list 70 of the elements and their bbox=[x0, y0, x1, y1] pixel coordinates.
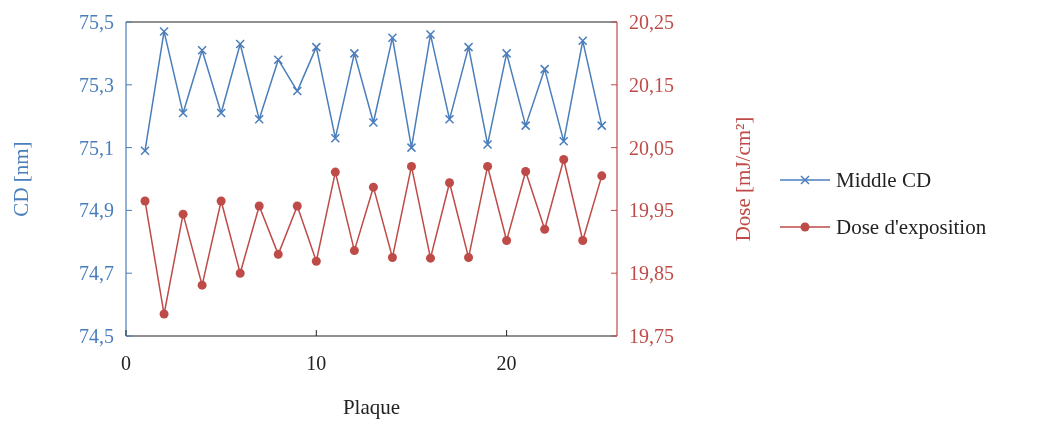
x-tick-label: 20 bbox=[496, 352, 517, 374]
point bbox=[425, 29, 436, 40]
point bbox=[520, 120, 531, 131]
point bbox=[463, 42, 474, 52]
y-tick-label: 75,1 bbox=[79, 136, 114, 159]
point bbox=[464, 253, 474, 262]
y-tick-label: 75,3 bbox=[79, 73, 114, 96]
point bbox=[311, 256, 321, 266]
point bbox=[445, 178, 455, 188]
point bbox=[178, 209, 188, 219]
y2-tick-label: 19,75 bbox=[629, 325, 674, 347]
y2-tick-label: 20,05 bbox=[629, 136, 674, 159]
point bbox=[292, 201, 302, 211]
point bbox=[558, 136, 569, 147]
point bbox=[444, 114, 455, 125]
y2-tick-label: 19,85 bbox=[629, 262, 674, 285]
point bbox=[178, 108, 188, 118]
y-tick-label: 75,5 bbox=[79, 11, 114, 33]
point bbox=[140, 145, 150, 156]
point bbox=[483, 161, 493, 171]
point bbox=[539, 64, 550, 74]
point bbox=[292, 86, 303, 96]
legend-label: Middle CD bbox=[836, 168, 932, 192]
point bbox=[197, 45, 207, 56]
point bbox=[254, 114, 264, 125]
point bbox=[387, 253, 397, 262]
point bbox=[368, 117, 379, 128]
point bbox=[273, 54, 283, 65]
x-tick-label: 0 bbox=[121, 352, 131, 374]
point bbox=[521, 166, 531, 176]
point bbox=[330, 167, 340, 177]
point bbox=[540, 224, 550, 234]
x-axis-title: Plaque bbox=[342, 395, 401, 419]
point bbox=[368, 182, 378, 192]
legend-label: Dose d'exposition bbox=[836, 215, 987, 239]
point bbox=[426, 253, 435, 263]
point bbox=[330, 133, 341, 143]
point bbox=[235, 268, 245, 278]
y-axis-title: CD [nm] bbox=[9, 141, 33, 217]
point bbox=[216, 108, 226, 118]
point bbox=[349, 246, 359, 256]
point bbox=[406, 161, 416, 171]
point bbox=[159, 309, 169, 319]
point bbox=[254, 201, 264, 211]
point bbox=[273, 249, 283, 259]
point bbox=[387, 32, 398, 43]
point bbox=[235, 39, 245, 49]
y2-tick-label: 20,15 bbox=[629, 73, 674, 96]
point bbox=[197, 280, 207, 290]
point bbox=[216, 196, 226, 206]
point bbox=[578, 236, 588, 246]
point bbox=[140, 196, 150, 206]
y-tick-label: 74,5 bbox=[79, 325, 114, 347]
y2-axis-title: Dose [mJ/cm²] bbox=[731, 116, 755, 242]
point bbox=[559, 155, 569, 165]
point bbox=[159, 26, 169, 37]
point bbox=[482, 139, 493, 150]
y-tick-label: 74,9 bbox=[79, 199, 114, 222]
point bbox=[597, 120, 607, 131]
point bbox=[349, 48, 360, 59]
point bbox=[501, 48, 512, 59]
y2-tick-label: 19,95 bbox=[629, 199, 674, 222]
point bbox=[577, 36, 588, 46]
x-tick-label: 10 bbox=[306, 352, 327, 374]
y2-tick-label: 20,25 bbox=[629, 11, 674, 33]
point bbox=[406, 142, 417, 153]
y-tick-label: 74,7 bbox=[79, 262, 114, 285]
point bbox=[502, 236, 512, 246]
point bbox=[311, 42, 322, 52]
point bbox=[597, 171, 607, 181]
